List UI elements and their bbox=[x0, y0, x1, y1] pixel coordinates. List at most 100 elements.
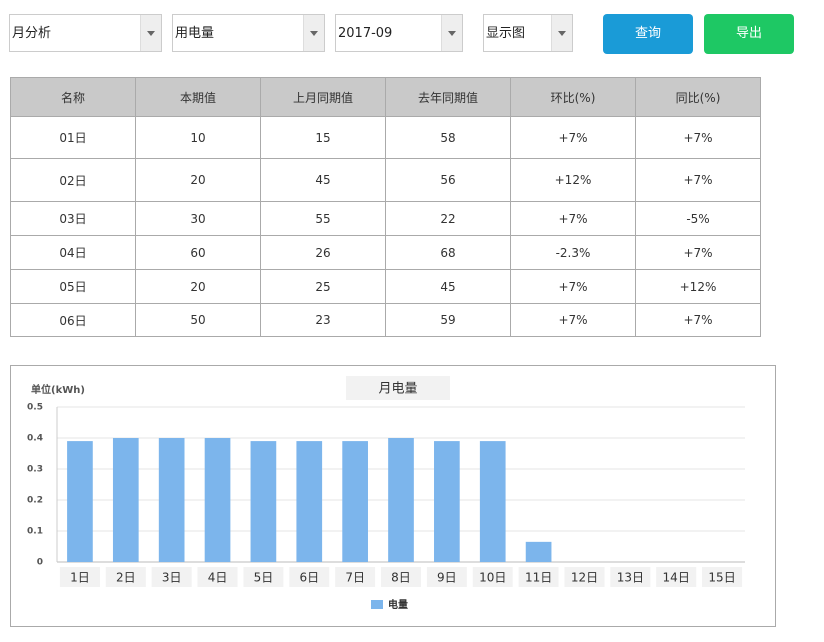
table-cell: +7% bbox=[635, 303, 761, 337]
bar bbox=[296, 441, 323, 562]
table-cell: 02日 bbox=[10, 158, 136, 202]
chart-box: 月电量 单位(kWh) 0 0.1 0.2 0.3 0.4 0.5 1日 2日 3日 4日 5日 6日 7日… bbox=[10, 365, 776, 627]
chart-title: 月电量 bbox=[378, 382, 417, 397]
chart: 月电量 单位(kWh) 0 0.1 0.2 0.3 0.4 0.5 1日 2日 3日 4日 5日 6日 7日… bbox=[27, 376, 745, 611]
x-tick-label: 11日 bbox=[525, 571, 552, 585]
table-row: 04日 60 26 68 -2.3% +7% bbox=[10, 235, 761, 270]
select-value: 显示图 bbox=[486, 26, 526, 41]
bar bbox=[250, 441, 277, 562]
x-tick-bg bbox=[472, 567, 513, 587]
y-tick-label: 0.2 bbox=[27, 496, 43, 506]
header-cell: 同比(%) bbox=[635, 77, 761, 117]
header-cell: 环比(%) bbox=[510, 77, 636, 117]
table-row: 05日 20 25 45 +7% +12% bbox=[10, 269, 761, 304]
legend-label: 电量 bbox=[388, 598, 408, 611]
data-table: 名称 本期值 上月同期值 去年同期值 环比(%) 同比(%) 01日 10 15 58 +7% +7%… bbox=[10, 77, 761, 337]
x-tick-label: 1日 bbox=[70, 571, 90, 585]
x-tick-bg bbox=[426, 567, 467, 587]
y-tick-label: 0.4 bbox=[27, 434, 43, 444]
table-cell: 45 bbox=[385, 269, 511, 304]
table-cell: +7% bbox=[635, 116, 761, 159]
table-cell: 26 bbox=[260, 235, 386, 270]
bar bbox=[525, 541, 552, 562]
button[interactable]: 导出 bbox=[704, 14, 794, 54]
table-row: 06日 50 23 59 +7% +7% bbox=[10, 303, 761, 337]
header-cell: 本期值 bbox=[135, 77, 261, 117]
x-tick-label: 5日 bbox=[254, 571, 274, 585]
table-cell: +12% bbox=[635, 269, 761, 304]
x-tick-bg bbox=[151, 567, 192, 587]
x-tick-label: 2日 bbox=[116, 571, 136, 585]
x-tick-label: 7日 bbox=[345, 571, 365, 585]
select-value: 用电量 bbox=[175, 26, 215, 41]
table-cell: 30 bbox=[135, 201, 261, 236]
select-arrow bbox=[551, 15, 572, 51]
table-cell: 68 bbox=[385, 235, 511, 270]
header-cell: 上月同期值 bbox=[260, 77, 386, 117]
x-tick-bg bbox=[518, 567, 559, 587]
header-row: 名称 本期值 上月同期值 去年同期值 环比(%) 同比(%) bbox=[10, 77, 761, 117]
y-tick-label: 0.5 bbox=[27, 403, 43, 413]
table-cell: 04日 bbox=[10, 235, 136, 270]
table-cell: 60 bbox=[135, 235, 261, 270]
bar bbox=[67, 441, 93, 562]
x-tick-bg bbox=[243, 567, 284, 587]
table-cell: 23 bbox=[260, 303, 386, 337]
legend-swatch bbox=[371, 600, 383, 609]
x-tick-label: 13日 bbox=[617, 571, 644, 585]
title-bg bbox=[346, 376, 450, 400]
table-cell: 10 bbox=[135, 116, 261, 159]
table-cell: +7% bbox=[510, 269, 636, 304]
button[interactable]: 查询 bbox=[603, 14, 693, 54]
x-tick-bg bbox=[289, 567, 330, 587]
table-cell: +7% bbox=[510, 116, 636, 159]
select-arrow bbox=[441, 15, 462, 51]
x-tick-bg bbox=[656, 567, 697, 587]
x-tick-bg bbox=[610, 567, 651, 587]
table-cell: +7% bbox=[510, 303, 636, 337]
select[interactable]: 2017-09 bbox=[335, 14, 463, 52]
table-cell: 25 bbox=[260, 269, 386, 304]
select[interactable]: 月分析 bbox=[9, 14, 162, 52]
x-tick-bg bbox=[381, 567, 421, 587]
table-cell: 56 bbox=[385, 158, 511, 202]
table-cell: 45 bbox=[260, 158, 386, 202]
x-tick-label: 15日 bbox=[708, 571, 735, 585]
x-tick-label: 9日 bbox=[437, 571, 457, 585]
y-axis-label: 单位(kWh) bbox=[31, 383, 85, 396]
table-row: 03日 30 55 22 +7% -5% bbox=[10, 201, 761, 236]
table-cell: 01日 bbox=[10, 116, 136, 159]
x-tick-bg bbox=[197, 567, 238, 587]
select-value: 月分析 bbox=[12, 26, 52, 41]
select[interactable]: 用电量 bbox=[172, 14, 325, 52]
table-cell: 58 bbox=[385, 116, 511, 159]
select-arrow bbox=[140, 15, 161, 51]
x-tick-bg bbox=[105, 567, 146, 587]
select-arrow bbox=[303, 15, 324, 51]
header-cell: 名称 bbox=[10, 77, 136, 117]
table-cell: 05日 bbox=[10, 269, 136, 304]
table-cell: +7% bbox=[635, 235, 761, 270]
bar bbox=[479, 441, 506, 562]
x-tick-label: 10日 bbox=[479, 571, 506, 585]
y-tick-label: 0.3 bbox=[27, 465, 43, 475]
select-value: 2017-09 bbox=[338, 26, 393, 41]
table-cell: 55 bbox=[260, 201, 386, 236]
table-cell: +12% bbox=[510, 158, 636, 202]
x-tick-label: 6日 bbox=[299, 571, 319, 585]
x-tick-label: 12日 bbox=[571, 571, 598, 585]
table-row: 02日 20 45 56 +12% +7% bbox=[10, 158, 761, 202]
table-cell: -2.3% bbox=[510, 235, 636, 270]
x-tick-bg bbox=[702, 567, 743, 587]
x-tick-label: 14日 bbox=[663, 571, 690, 585]
x-tick-bg bbox=[335, 567, 376, 587]
table-row: 01日 10 15 58 +7% +7% bbox=[10, 116, 761, 159]
x-tick-bg bbox=[59, 567, 100, 587]
y-tick-label: 0 bbox=[37, 558, 43, 568]
header-cell: 去年同期值 bbox=[385, 77, 511, 117]
table-cell: 59 bbox=[385, 303, 511, 337]
bar bbox=[388, 438, 414, 562]
table-cell: +7% bbox=[510, 201, 636, 236]
select[interactable]: 显示图 bbox=[483, 14, 573, 52]
